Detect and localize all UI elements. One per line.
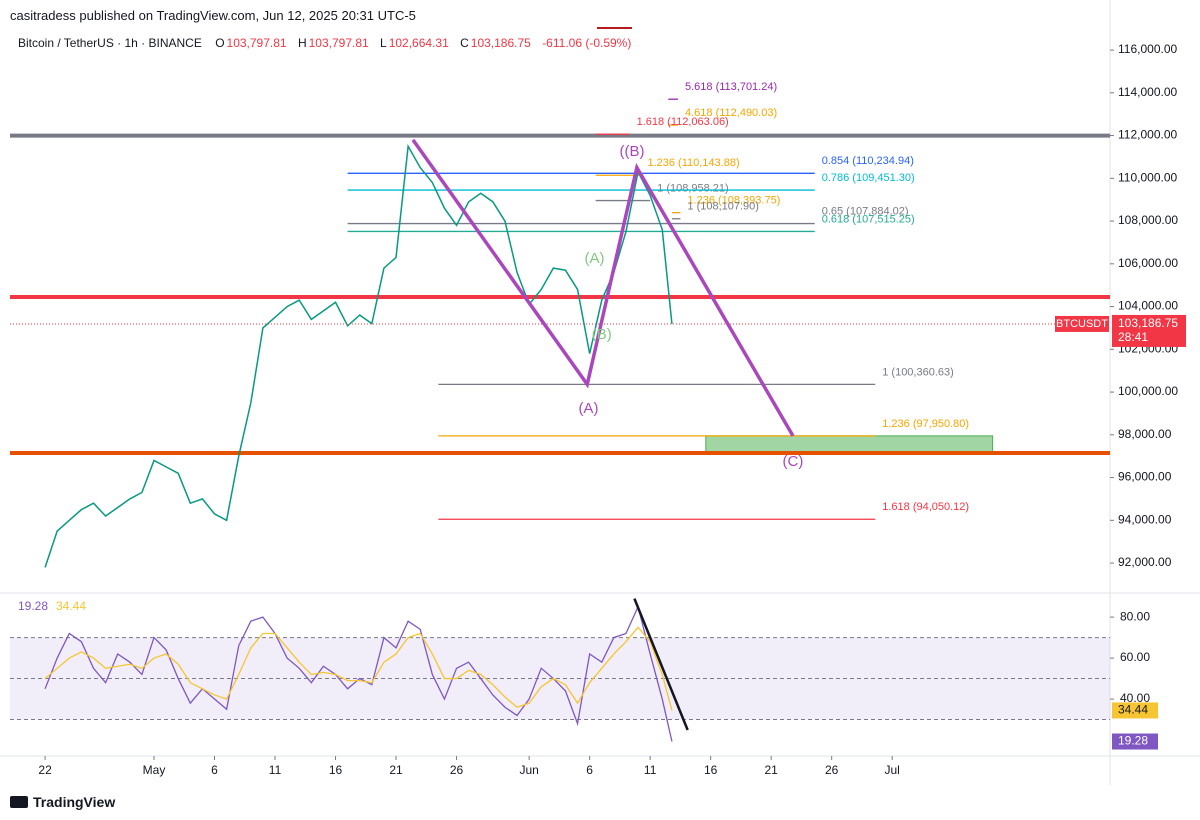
y-tick-label: 108,000.00 xyxy=(1118,213,1178,227)
rsi-legend: 19.28 xyxy=(18,599,48,613)
fib-label: 0.618 (107,515.25) xyxy=(822,213,915,225)
y-tick-label: 114,000.00 xyxy=(1118,85,1177,99)
footer-text: TradingView xyxy=(33,794,116,810)
fib-label: 1.236 (110,143.88) xyxy=(647,157,739,169)
rsi-tag-text: 19.28 xyxy=(1118,734,1148,748)
x-tick-label: 21 xyxy=(389,763,403,777)
legend-row: Bitcoin / TetherUS · 1h · BINANCE O 103,7… xyxy=(18,36,639,50)
x-tick-label: 16 xyxy=(704,763,718,777)
publisher: casitradess published on TradingView.com… xyxy=(10,8,416,23)
y-tick-label: 60.00 xyxy=(1120,650,1150,664)
wave-label: (A) xyxy=(584,250,604,267)
y-tick-label: 104,000.00 xyxy=(1118,299,1178,313)
ohlc-value: 103,797.81 xyxy=(226,36,287,50)
y-tick-label: 96,000.00 xyxy=(1118,470,1172,484)
fib-label: 0.854 (110,234.94) xyxy=(822,155,914,167)
x-tick-label: 22 xyxy=(38,763,52,777)
logo xyxy=(10,796,28,808)
change: -611.06 (-0.59%) xyxy=(542,36,632,50)
x-tick-label: Jul xyxy=(885,763,900,777)
ohlc-value: 102,664.31 xyxy=(388,36,449,50)
price-tag xyxy=(1112,314,1186,347)
symbol-title: Bitcoin / TetherUS · 1h · BINANCE xyxy=(18,36,202,50)
rsi-line xyxy=(44,626,673,711)
fib-label: 1.618 (112,063.06) xyxy=(637,116,729,128)
fib-label: 5.618 (113,701.24) xyxy=(685,81,777,93)
x-tick-label: May xyxy=(143,763,166,777)
x-tick-label: 11 xyxy=(269,763,282,777)
wave-label: (A) xyxy=(578,400,598,417)
y-tick-label: 94,000.00 xyxy=(1118,512,1172,526)
fib-label: 1 (108,107.90) xyxy=(687,201,759,213)
ohlc-key: H xyxy=(297,36,307,50)
countdown: 28:41 xyxy=(1118,330,1148,344)
x-tick-label: 11 xyxy=(644,763,657,777)
x-tick-label: 6 xyxy=(211,763,218,777)
y-tick-label: 106,000.00 xyxy=(1118,256,1178,270)
price-line xyxy=(44,143,673,568)
y-tick-label: 100,000.00 xyxy=(1118,384,1178,398)
ohlc-key: C xyxy=(460,36,469,50)
y-tick-label: 116,000.00 xyxy=(1118,42,1177,56)
x-tick-label: 26 xyxy=(450,763,464,777)
footer: TradingView xyxy=(10,794,115,810)
x-tick-label: 26 xyxy=(825,763,839,777)
x-tick-label: 21 xyxy=(764,763,778,777)
y-tick-label: 80.00 xyxy=(1120,609,1150,623)
rsi-tag-text: 34.44 xyxy=(1118,703,1148,717)
symbol-tag xyxy=(1055,315,1109,332)
fib-label: 1 (100,360.63) xyxy=(882,366,954,378)
ohlc-key: L xyxy=(380,36,387,50)
fib-label: 1.236 (97,950.80) xyxy=(882,418,969,430)
trend-line xyxy=(633,598,689,731)
ohlc-value: 103,186.75 xyxy=(470,36,531,50)
rsi-tag xyxy=(1112,702,1158,719)
wave-label: (B) xyxy=(592,326,612,343)
ohlc-value: 103,797.81 xyxy=(308,36,369,50)
fib-label: 0.786 (109,451.30) xyxy=(822,172,915,184)
fib-label: 1.618 (94,050.12) xyxy=(882,501,969,513)
y-tick-label: 98,000.00 xyxy=(1118,427,1172,441)
y-tick-label: 110,000.00 xyxy=(1118,170,1177,184)
price-tag-text: 103,186.75 xyxy=(1118,316,1178,330)
y-tick-label: 92,000.00 xyxy=(1118,555,1172,569)
fib-label: 1.236 (108,393.75) xyxy=(687,195,780,207)
fib-label: 4.618 (112,490.03) xyxy=(685,107,777,119)
x-tick-label: 6 xyxy=(586,763,593,777)
rsi-tag xyxy=(1112,733,1158,750)
fib-label: 1 (108,958.21) xyxy=(657,182,729,194)
x-tick-label: Jun xyxy=(519,763,538,777)
ohlc-key: O xyxy=(215,36,225,50)
y-tick-label: 40.00 xyxy=(1120,691,1150,705)
symbol-tag-text: BTCUSDT xyxy=(1056,318,1108,330)
x-tick-label: 16 xyxy=(329,763,343,777)
wave-label: ((B) xyxy=(620,143,645,160)
fib-label: 0.65 (107,884.02) xyxy=(822,205,909,217)
rsi-legend: 34.44 xyxy=(56,599,86,613)
wave-line xyxy=(411,138,795,437)
rsi-line xyxy=(44,604,673,742)
y-tick-label: 112,000.00 xyxy=(1118,128,1177,142)
wave-label: (C) xyxy=(783,453,804,470)
